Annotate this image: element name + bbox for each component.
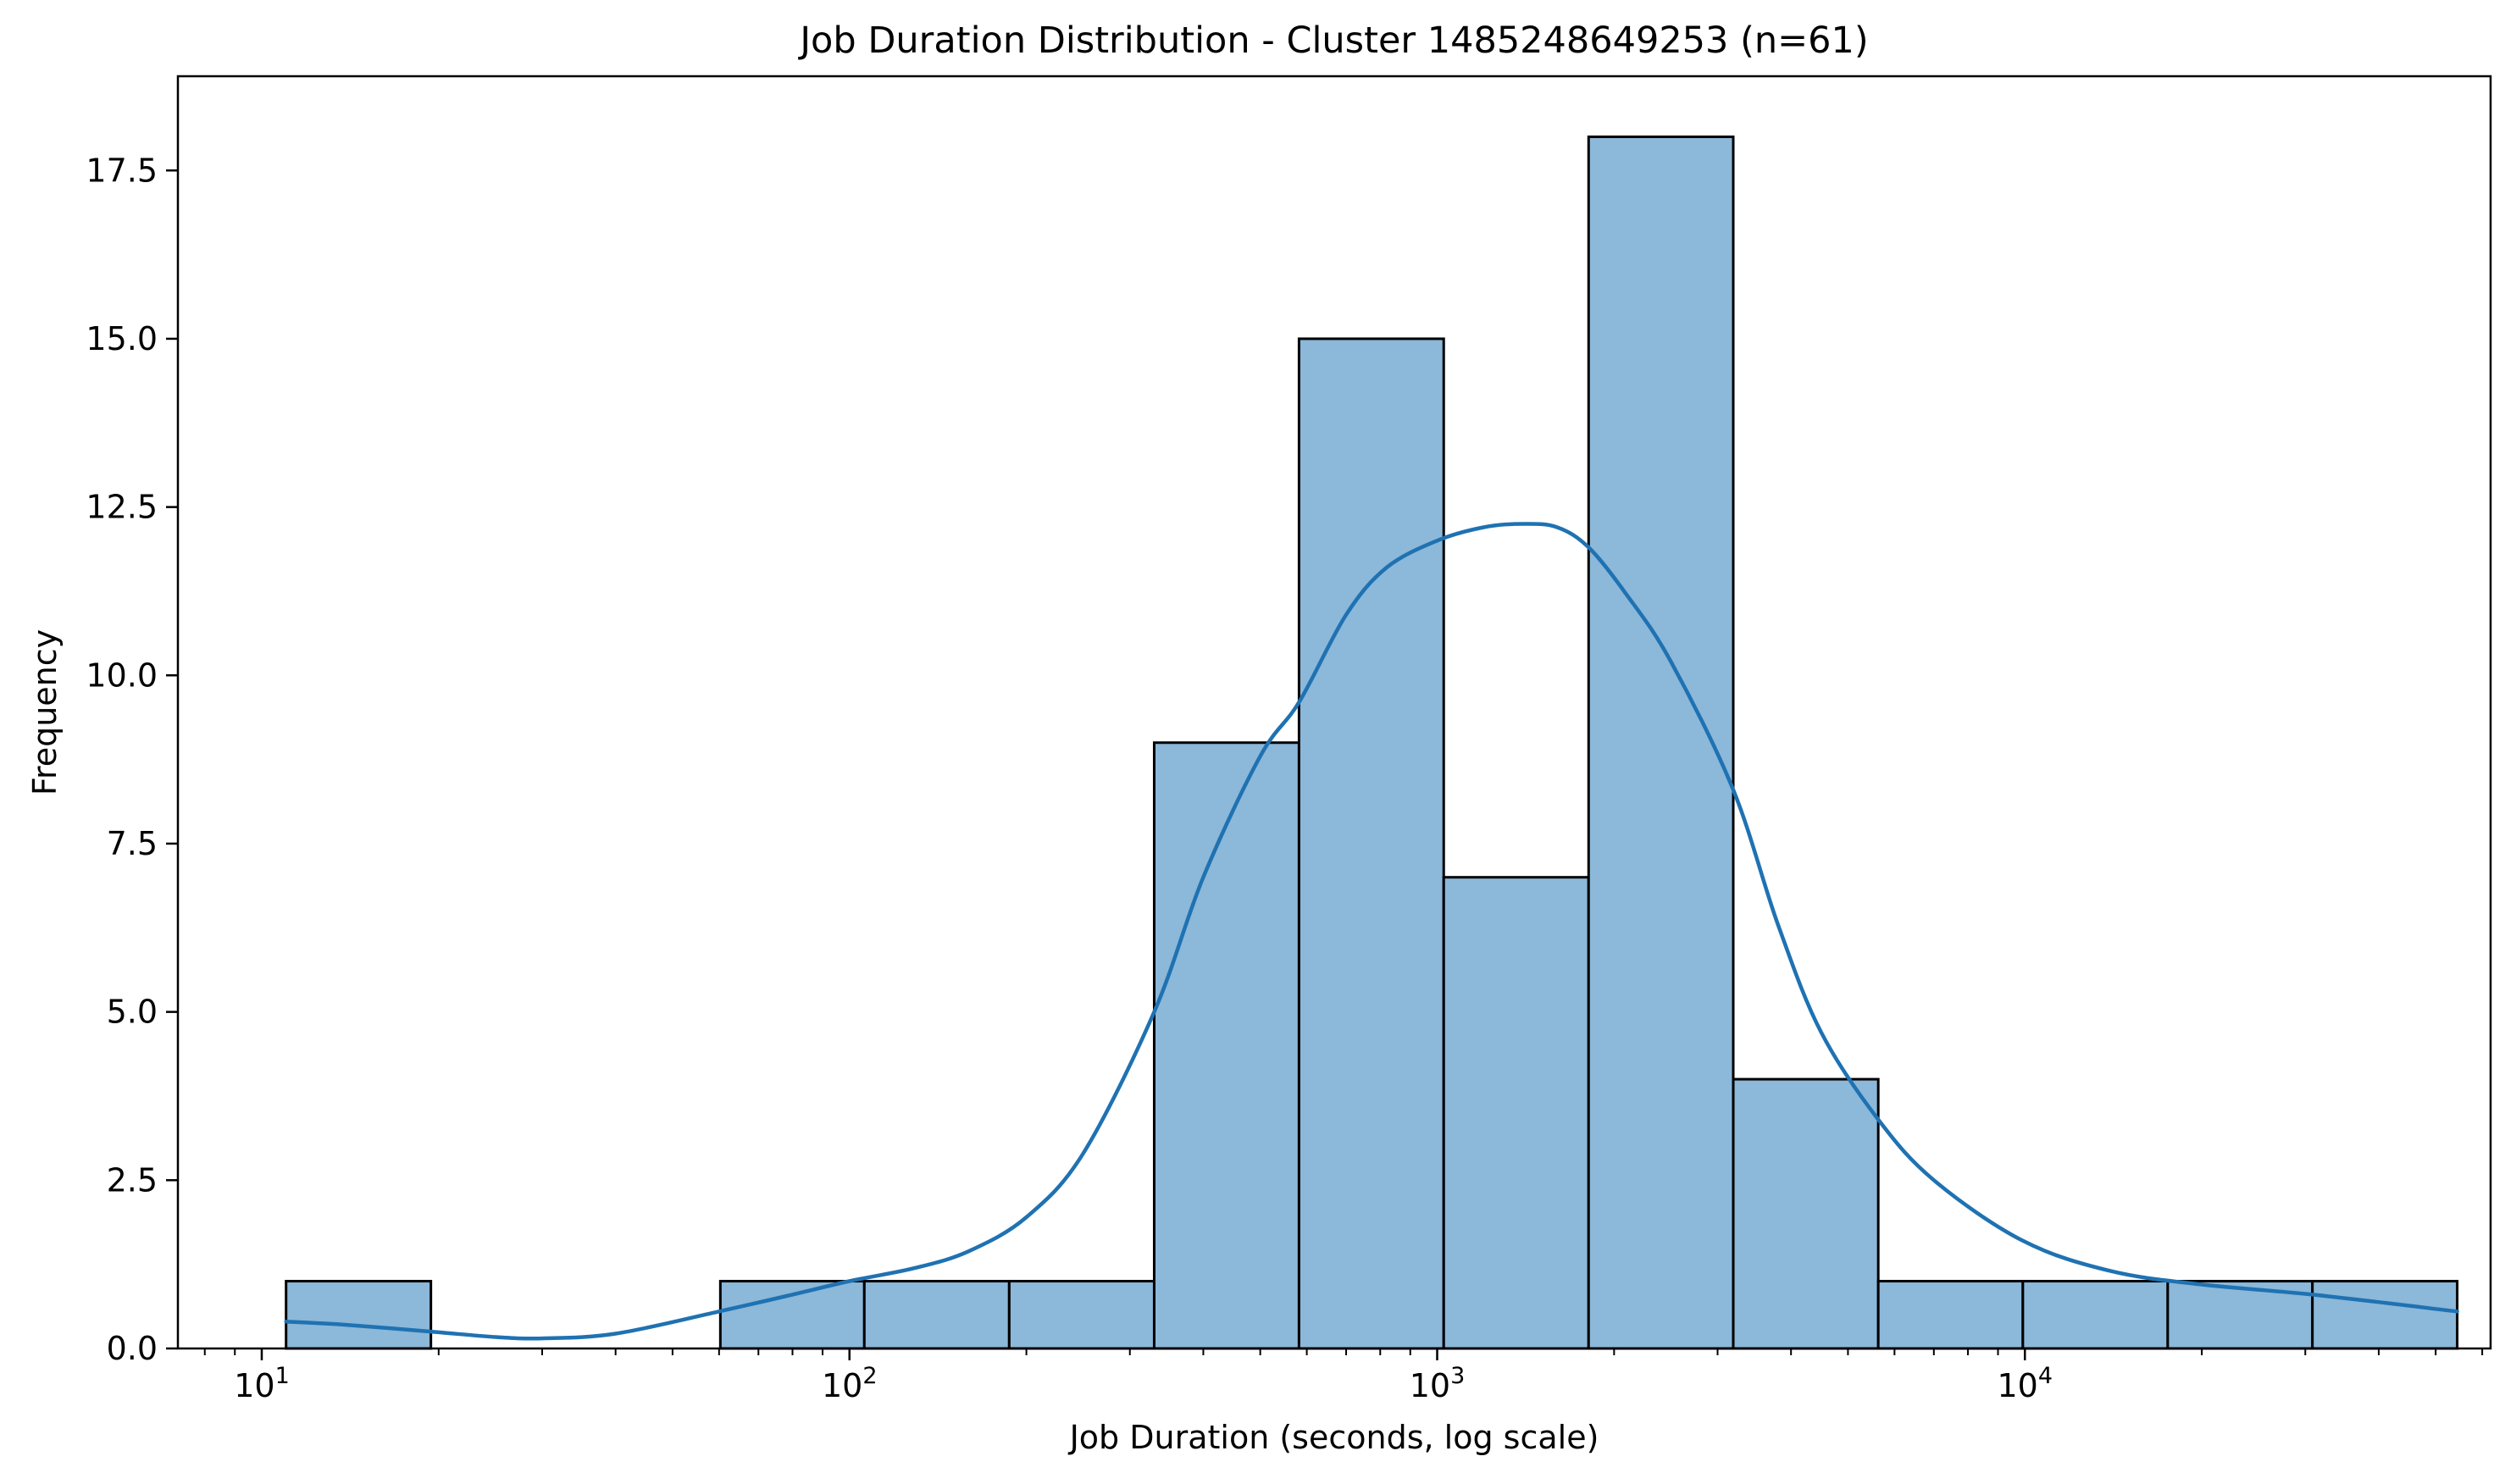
histogram-bar-11 [1876,1280,2025,1350]
histogram-bar-8 [1442,876,1590,1350]
y-tick-label: 15.0 [86,320,158,357]
x-axis-label: Job Duration (seconds, log scale) [1068,1419,1599,1456]
x-tick-label: 102 [822,1363,878,1404]
histogram-bar-9 [1587,136,1735,1350]
histogram-bar-0 [285,1280,433,1350]
y-tick-label: 12.5 [86,489,158,526]
chart-title: Job Duration Distribution - Cluster 1485… [797,19,1868,62]
y-axis-ticks: 0.0 2.5 5.0 7.5 10.0 12.5 15.0 17.5 [86,152,178,1367]
histogram-bar-12 [2021,1280,2170,1350]
y-tick-label: 2.5 [107,1161,158,1199]
y-tick-label: 17.5 [86,152,158,189]
histogram-bar-10 [1732,1077,1880,1350]
y-tick-label: 0.0 [107,1330,158,1367]
y-tick-label: 7.5 [107,825,158,862]
bar-series [285,136,2459,1350]
x-axis-ticks: 101 102 103 104 [203,1348,2484,1404]
x-tick-label: 104 [1997,1363,2053,1404]
histogram-bar-4 [862,1280,1011,1350]
y-tick-label: 5.0 [107,994,158,1031]
histogram-bar-5 [1007,1280,1155,1350]
y-tick-label: 10.0 [86,656,158,694]
x-tick-label: 103 [1410,1363,1466,1404]
histogram-bar-3 [718,1280,866,1350]
x-tick-label: 101 [234,1363,290,1404]
histogram-bar-6 [1152,741,1300,1350]
histogram-bar-14 [2311,1280,2459,1350]
histogram-bar-7 [1297,337,1445,1350]
plot-frame [176,75,2492,1350]
kde-curve [284,522,2459,1341]
y-axis-label: Frequency [26,629,64,795]
